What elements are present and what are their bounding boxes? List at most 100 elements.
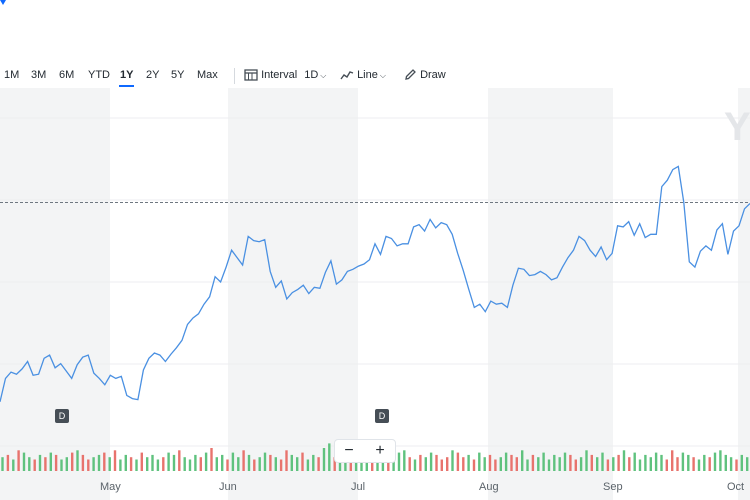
volume-bar (563, 452, 567, 471)
volume-bar (156, 459, 160, 471)
volume-bar (681, 452, 685, 471)
volume-bar (140, 452, 143, 471)
volume-bar (392, 457, 395, 471)
volume-bar (215, 457, 218, 471)
volume-bar (274, 457, 277, 471)
zoom-out-button[interactable]: − (344, 442, 354, 459)
dividend-marker[interactable]: D (375, 409, 389, 423)
dividend-marker[interactable]: D (55, 409, 69, 423)
volume-bar (451, 450, 454, 471)
range-5y[interactable]: 5Y (171, 69, 185, 81)
volume-bar (596, 457, 599, 471)
volume-bar (285, 450, 288, 471)
zoom-controls: − + (334, 439, 396, 463)
volume-bar (49, 452, 52, 471)
volume-bar (467, 454, 470, 471)
volume-bar (531, 454, 535, 471)
volume-bar (483, 457, 486, 471)
volume-bar (665, 459, 668, 471)
volume-bar (719, 450, 722, 471)
volume-bar (65, 457, 68, 471)
range-1y[interactable]: 1Y (118, 66, 135, 87)
volume-bar (221, 454, 224, 471)
range-3m[interactable]: 3M (31, 69, 47, 81)
watchlist-star-icon[interactable] (0, 0, 6, 8)
volume-bar (590, 454, 593, 471)
volume-bar (151, 454, 154, 471)
zoom-in-button[interactable]: + (375, 442, 385, 459)
volume-bar (547, 459, 551, 471)
volume-bar (38, 454, 42, 471)
volume-bar (713, 452, 717, 471)
volume-bar (135, 459, 138, 471)
volume-bar (521, 450, 524, 471)
price-chart[interactable]: Y (0, 88, 750, 500)
chart-type-selector[interactable]: Line ⌵ (340, 66, 386, 85)
volume-bar (574, 459, 577, 471)
volume-bar (671, 450, 674, 471)
draw-button[interactable]: Draw (404, 66, 446, 84)
volume-bar (687, 454, 690, 471)
volume-bar (1, 457, 4, 471)
volume-bar (103, 452, 106, 471)
volume-bar (692, 457, 695, 471)
volume-bar (87, 459, 90, 471)
volume-bar (408, 457, 411, 471)
price-series-line (0, 165, 750, 402)
range-ytd[interactable]: YTD (88, 69, 110, 81)
volume-bar (381, 459, 385, 471)
chart-toolbar: 1M 3M 6M YTD 1Y 2Y 5Y Max Interval 1D ⌵ L… (0, 66, 750, 88)
volume-bar (729, 457, 733, 471)
volume-bar (183, 457, 186, 471)
volume-bar (644, 454, 647, 471)
volume-bar (317, 457, 320, 471)
volume-bar (162, 457, 165, 471)
period-shade-apr (0, 88, 110, 500)
volume-bar (247, 454, 251, 471)
volume-bar (515, 457, 518, 471)
volume-bar (478, 452, 481, 471)
period-shade-jun (228, 88, 358, 500)
x-tick-label: Oct (727, 481, 745, 493)
volume-bar (129, 457, 133, 471)
yahoo-watermark: Y (724, 105, 750, 149)
volume-bar (504, 452, 508, 471)
interval-icon (244, 69, 258, 81)
toolbar-divider (234, 68, 235, 84)
volume-bar (17, 450, 20, 471)
volume-bar (71, 452, 74, 471)
volume-bar (654, 452, 658, 471)
volume-bar (472, 459, 476, 471)
volume-bar (263, 452, 267, 471)
volume-bar (537, 457, 540, 471)
interval-selector[interactable]: Interval 1D ⌵ (244, 66, 326, 85)
interval-label: Interval (261, 69, 298, 81)
volume-bar (199, 457, 202, 471)
volume-bar (312, 454, 315, 471)
volume-bar (44, 457, 47, 471)
volume-bar (296, 457, 299, 471)
x-tick-label: Jun (219, 481, 237, 493)
volume-bar (322, 448, 326, 471)
chevron-down-icon: ⌵ (320, 71, 327, 80)
range-1m[interactable]: 1M (4, 69, 20, 81)
volume-bar (258, 457, 261, 471)
volume-bar (124, 454, 127, 471)
range-max[interactable]: Max (197, 69, 218, 81)
volume-bar (60, 459, 63, 471)
volume-bar (569, 454, 572, 471)
volume-bar (494, 459, 497, 471)
range-2y[interactable]: 2Y (146, 69, 160, 81)
volume-bar (628, 457, 631, 471)
volume-bar (231, 452, 235, 471)
volume-bar (617, 454, 620, 471)
volume-bar (724, 454, 727, 471)
volume-bar (708, 457, 711, 471)
volume-bar (237, 457, 240, 471)
volume-bar (306, 459, 310, 471)
volume-bar (612, 457, 615, 471)
volume-bar (606, 459, 610, 471)
x-tick-label: Aug (479, 481, 499, 493)
volume-bar (746, 457, 749, 471)
range-6m[interactable]: 6M (59, 69, 75, 81)
